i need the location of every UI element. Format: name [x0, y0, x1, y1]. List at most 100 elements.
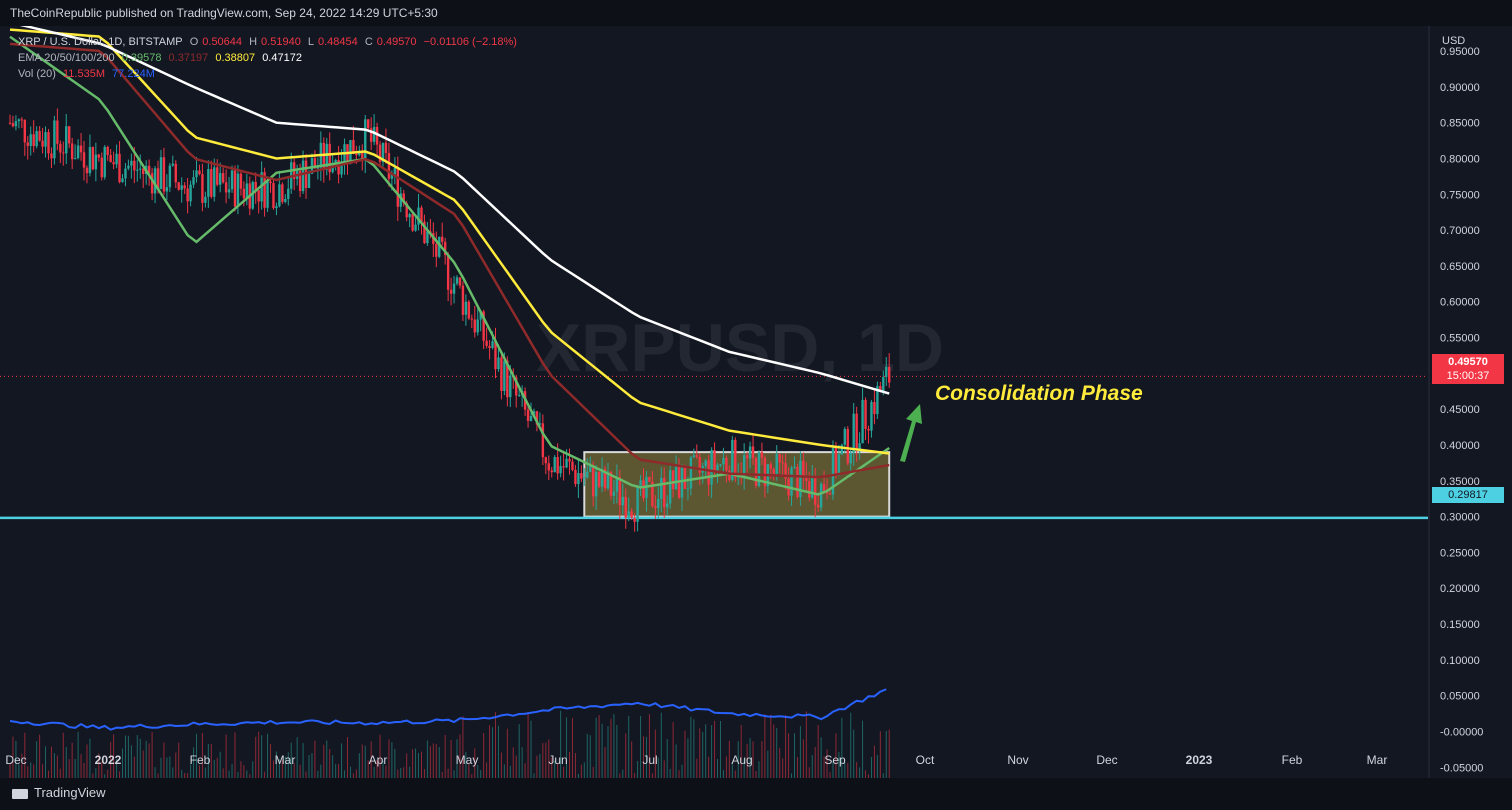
candle-body	[654, 506, 657, 509]
candle-body	[375, 126, 379, 145]
y-tick-label: 0.40000	[1440, 440, 1480, 452]
candle-body	[168, 165, 172, 188]
candle-body	[340, 162, 343, 175]
candle-body	[171, 163, 175, 166]
price-chart[interactable]: XRPUSD, 1D Consolidation Phase USD0.9500…	[0, 26, 1512, 778]
candle-body	[624, 496, 627, 518]
candle-body	[156, 168, 160, 189]
candle-body	[529, 415, 533, 421]
candle-body	[822, 483, 826, 491]
candle-body	[287, 188, 290, 199]
legend-h-label: H	[249, 36, 258, 48]
candle-body	[867, 428, 870, 431]
arrow-icon	[900, 404, 922, 462]
candle-body	[378, 144, 382, 162]
candle-body	[174, 163, 177, 183]
candle-body	[609, 471, 613, 496]
candle-body	[88, 146, 92, 174]
candle-body	[876, 385, 879, 415]
candle-body	[745, 455, 749, 459]
candle-body	[849, 452, 852, 464]
candle-body	[204, 196, 207, 203]
candle-body	[32, 134, 35, 147]
candle-body	[387, 152, 391, 179]
candle-body	[831, 447, 835, 495]
candle-body	[760, 452, 764, 458]
candle-body	[254, 182, 257, 191]
candle-body	[722, 457, 725, 465]
candle-body	[103, 146, 106, 178]
candle-body	[221, 173, 225, 183]
candle-body	[802, 460, 805, 476]
candle-body	[517, 395, 521, 397]
candle-body	[648, 476, 651, 482]
candle-body	[198, 170, 201, 175]
legend-o-label: O	[189, 36, 199, 48]
candle-body	[882, 376, 885, 392]
candle-body	[263, 172, 266, 208]
legend-ema: EMA 20/50/100/200 0.39578 0.37197 0.3880…	[18, 52, 306, 64]
candle-body	[355, 153, 358, 156]
candle-body	[485, 340, 488, 346]
candle-body	[50, 153, 53, 159]
candle-body	[272, 183, 275, 209]
x-tick-label: Mar	[275, 753, 296, 767]
candle-body	[367, 119, 370, 129]
publisher-text: TheCoinRepublic published on TradingView…	[10, 6, 438, 20]
candle-body	[121, 178, 124, 183]
candle-body	[491, 341, 494, 348]
candle-body	[657, 499, 660, 509]
y-tick-label: 0.65000	[1440, 261, 1480, 273]
candle-body	[840, 444, 844, 455]
y-tick-label: 0.45000	[1440, 404, 1480, 416]
legend-l-value: 0.48454	[318, 36, 358, 48]
candle-body	[790, 468, 793, 496]
candle-body	[559, 466, 562, 474]
candle-body	[352, 140, 355, 154]
candle-body	[322, 142, 325, 170]
x-tick-label: Dec	[1096, 753, 1117, 767]
candle-body	[526, 409, 530, 421]
candle-body	[38, 131, 41, 141]
candle-body	[443, 241, 447, 256]
candle-body	[227, 189, 231, 193]
candle-body	[710, 450, 713, 485]
candle-body	[550, 470, 553, 473]
candle-body	[62, 152, 65, 154]
candle-body	[307, 173, 311, 189]
x-tick-label: Sep	[824, 753, 846, 767]
candle-body	[864, 399, 867, 429]
candle-body	[269, 181, 272, 184]
y-tick-label: 0.85000	[1440, 118, 1480, 130]
candle-body	[811, 476, 814, 498]
candle-body	[180, 185, 183, 190]
candle-body	[384, 142, 388, 153]
candle-body	[879, 385, 882, 392]
candle-body	[799, 460, 802, 498]
candle-body	[281, 184, 284, 202]
candle-body	[663, 477, 666, 508]
ema-line-4	[19, 26, 890, 395]
candle-body	[411, 214, 414, 231]
candle-body	[742, 455, 746, 476]
y-tick-label: 0.15000	[1440, 619, 1480, 631]
candle-body	[100, 157, 103, 178]
candle-body	[153, 168, 157, 194]
candle-body	[763, 457, 767, 487]
candle-body	[816, 504, 820, 508]
candle-body	[26, 142, 29, 146]
candle-body	[183, 185, 186, 189]
candle-body	[159, 157, 163, 189]
candle-body	[53, 120, 56, 159]
candle-body	[594, 472, 598, 497]
candle-body	[680, 467, 684, 498]
candle-body	[73, 158, 77, 160]
candle-body	[364, 119, 367, 161]
candle-body	[651, 481, 654, 507]
candle-body	[725, 457, 728, 471]
candle-body	[381, 142, 385, 162]
candle-body	[781, 462, 784, 464]
candle-body	[139, 168, 142, 170]
candle-body	[547, 463, 550, 471]
candle-body	[325, 143, 328, 170]
